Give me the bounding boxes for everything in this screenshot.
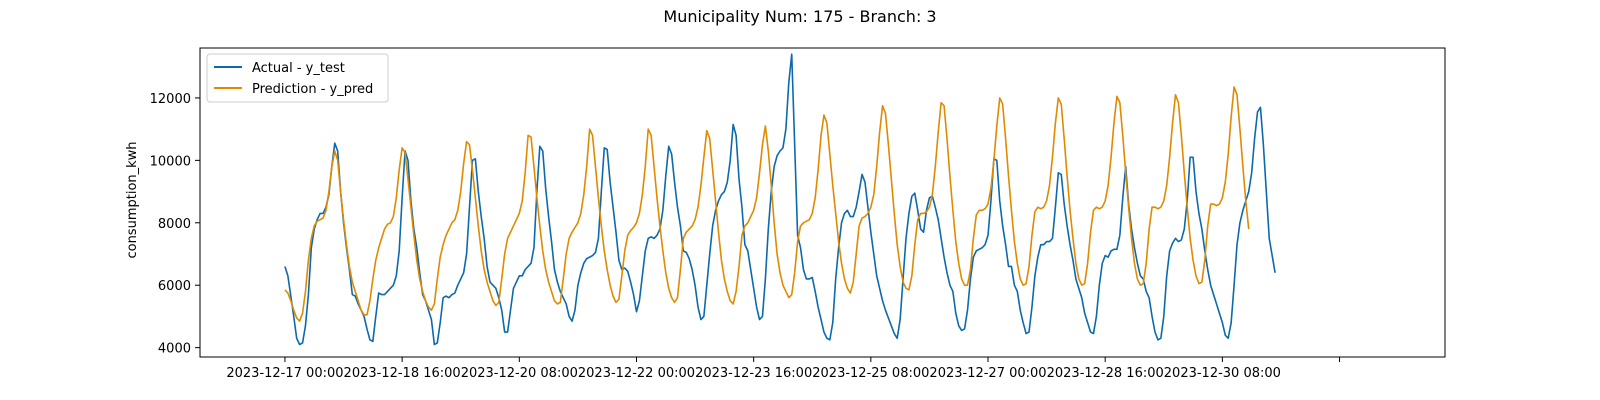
y-tick-label: 8000	[158, 217, 191, 232]
series-line-1	[284, 53, 1276, 346]
x-tick-label: 2023-12-23 16:00	[695, 366, 812, 381]
x-tick-label: 2023-12-30 08:00	[1164, 366, 1281, 381]
x-tick-label: 2023-12-18 16:00	[344, 366, 461, 381]
x-axis: 2023-12-17 00:00 2023-12-18 16:00 2023-12-…	[226, 357, 1341, 381]
chart-title: Municipality Num: 175 - Branch: 3	[663, 7, 936, 26]
legend-label: Actual - y_test	[252, 61, 345, 76]
y-tick-label: 6000	[158, 279, 191, 294]
legend: Actual - y_test Prediction - y_pred	[206, 53, 389, 103]
plot-area	[284, 53, 1276, 346]
x-tick-label: 2023-12-22 00:00	[578, 366, 695, 381]
x-tick-label: 2023-12-17 00:00	[226, 366, 343, 381]
x-tick-label: 2023-12-27 00:00	[929, 366, 1046, 381]
legend-box	[206, 53, 389, 103]
y-tick-label: 12000	[150, 92, 191, 107]
plot-frame	[199, 47, 1446, 358]
x-tick-label: 2023-12-25 08:00	[812, 366, 929, 381]
y-axis-label: consumption_kwh	[125, 141, 140, 258]
y-axis: 4000 6000 8000 10000 12000	[150, 92, 200, 357]
series-line-2	[284, 86, 1250, 322]
x-tick-label: 2023-12-20 08:00	[461, 366, 578, 381]
x-tick-label: 2023-12-28 16:00	[1047, 366, 1164, 381]
legend-label: Prediction - y_pred	[252, 82, 373, 97]
y-tick-label: 4000	[158, 342, 191, 357]
y-tick-label: 10000	[150, 154, 191, 169]
